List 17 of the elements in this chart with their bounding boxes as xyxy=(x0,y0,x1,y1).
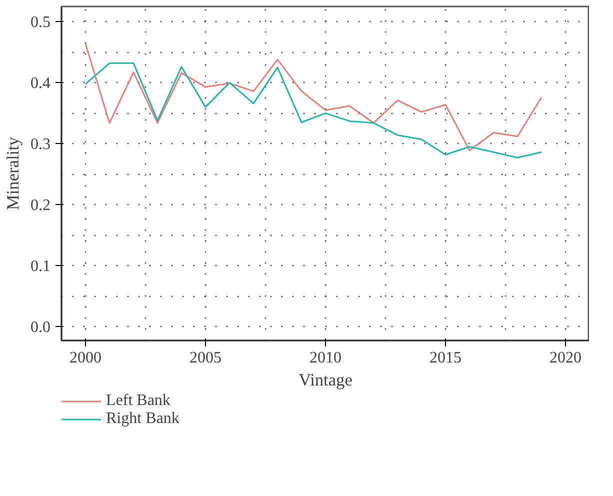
x-tick-label: 2005 xyxy=(190,350,222,366)
x-tick-label: 2020 xyxy=(550,350,582,366)
line-series xyxy=(84,42,542,152)
line-series xyxy=(84,62,542,158)
y-tick-label: 0.2 xyxy=(30,197,50,214)
y-tick-label: 0.5 xyxy=(30,14,50,32)
x-tick-label: 2015 xyxy=(430,350,462,366)
legend-label: Right Bank xyxy=(106,410,180,428)
x-tick-label: 2010 xyxy=(310,350,342,366)
y-tick-label: 0.3 xyxy=(30,136,50,154)
y-tick-label: 0.4 xyxy=(30,75,50,92)
legend-label: Left Bank xyxy=(106,392,170,410)
y-tick-label: 0.0 xyxy=(30,318,50,336)
x-axis-title: Vintage xyxy=(298,370,353,390)
y-axis-title: Minerality xyxy=(4,136,22,210)
y-tick-label: 0.1 xyxy=(30,258,50,276)
x-tick-label: 2000 xyxy=(70,350,102,366)
